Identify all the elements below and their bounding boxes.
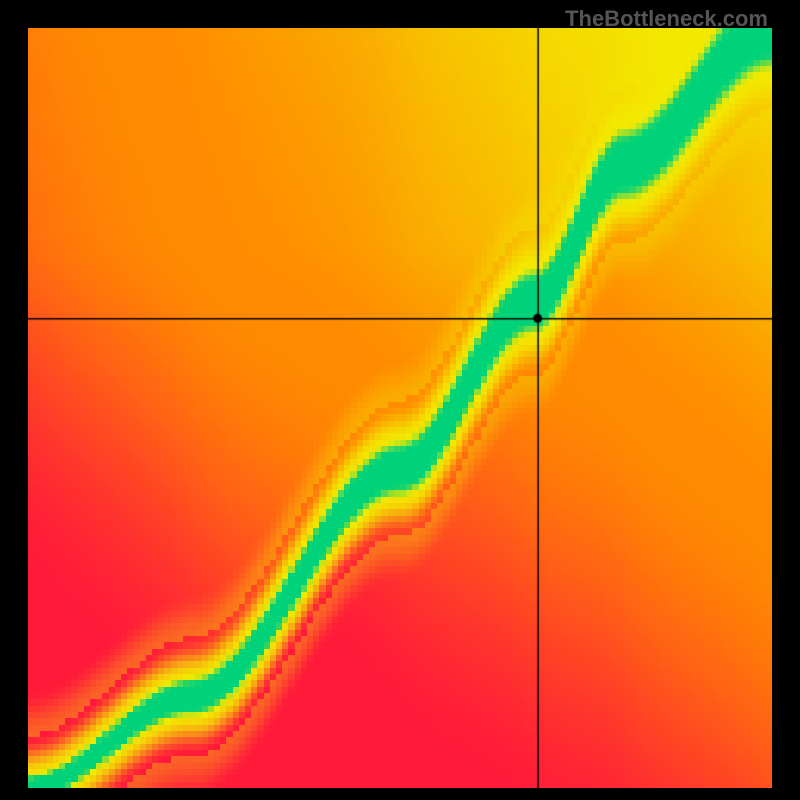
chart-container: TheBottleneck.com [0, 0, 800, 800]
bottleneck-heatmap [28, 28, 772, 788]
watermark-text: TheBottleneck.com [565, 6, 768, 32]
